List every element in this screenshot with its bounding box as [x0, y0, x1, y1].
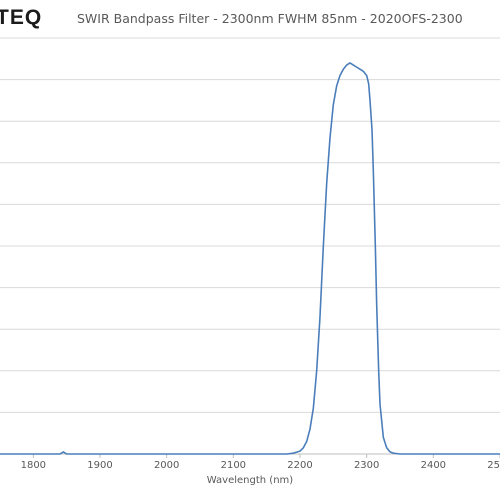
gridlines: [0, 37, 500, 413]
x-tick-label: 2000: [154, 460, 179, 471]
x-tick-label: 2200: [287, 460, 312, 471]
chart-title: SWIR Bandpass Filter - 2300nm FWHM 85nm …: [77, 11, 463, 26]
x-tick-label: 1800: [21, 460, 46, 471]
x-tick-label: 2500: [487, 460, 500, 471]
series-line: [0, 62, 500, 455]
x-axis: 1800 1900 2000 2100 2200 2300 2400 2500: [0, 453, 500, 471]
x-tick-label: 2400: [421, 460, 446, 471]
brand-logo: TEQ: [0, 6, 43, 29]
x-axis-title: Wavelength (nm): [207, 475, 293, 486]
x-tick-label: 2300: [354, 460, 379, 471]
x-tick-label: 2100: [221, 460, 246, 471]
x-tick-label: 1900: [87, 460, 112, 471]
series-layer: [0, 62, 500, 455]
